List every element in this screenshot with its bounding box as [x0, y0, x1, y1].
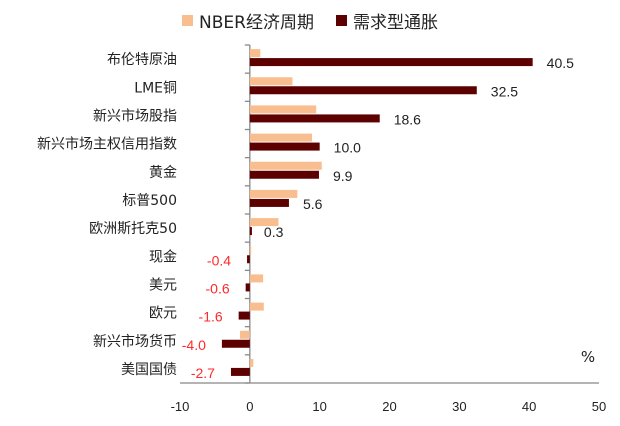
data-label: -2.7: [191, 365, 215, 381]
category-label: 新兴市场货币: [93, 333, 177, 350]
bar-nber: [249, 161, 322, 170]
bar-nber: [249, 133, 312, 142]
x-tick-label: 10: [312, 399, 326, 414]
bar-inflation: [247, 255, 250, 264]
bar-nber: [249, 77, 293, 86]
data-label: 32.5: [491, 83, 518, 99]
bar-inflation: [249, 58, 533, 67]
bar-nber: [249, 49, 261, 58]
legend-swatch: [335, 15, 347, 26]
category-label: 黄金: [149, 164, 177, 181]
legend: NBER经济周期 需求型通胀: [0, 8, 620, 33]
data-label: -0.6: [206, 280, 230, 296]
data-label: 0.3: [264, 224, 284, 240]
data-label: 9.9: [333, 168, 353, 184]
bar-inflation: [249, 227, 252, 236]
bar-inflation: [221, 339, 250, 348]
bar-inflation: [249, 142, 320, 151]
data-label: -1.6: [199, 309, 223, 325]
data-label: 40.5: [547, 55, 574, 71]
legend-label: 需求型通胀: [352, 13, 438, 33]
bar-inflation: [249, 86, 477, 95]
x-axis-unit-label: %: [581, 348, 595, 366]
category-label: 标普500: [122, 193, 177, 209]
bar-inflation: [238, 311, 250, 320]
category-label: 欧洲斯托克50: [89, 221, 177, 237]
legend-label: NBER经济周期: [199, 13, 314, 33]
x-tick-label: 0: [246, 399, 253, 414]
bar-nber: [249, 218, 279, 227]
x-tick-label: -10: [171, 399, 190, 414]
category-label: 美国国债: [121, 362, 177, 378]
bar-nber: [249, 274, 264, 283]
category-label: 布伦特原油: [107, 52, 177, 68]
bar-inflation: [245, 283, 250, 292]
category-label: 现金: [149, 249, 177, 265]
x-tick-label: 50: [592, 399, 606, 414]
bar-inflation: [249, 198, 289, 207]
bar-inflation: [249, 114, 380, 123]
category-label: 新兴市场主权信用指数: [37, 136, 177, 153]
legend-swatch: [182, 15, 194, 26]
x-tick-label: 40: [522, 399, 536, 414]
x-tick-label: 20: [382, 399, 396, 414]
data-label: 10.0: [334, 140, 361, 156]
category-label: 新兴市场股指: [93, 107, 177, 124]
bar-nber: [249, 105, 317, 114]
data-label: 5.6: [303, 196, 323, 212]
bar-nber: [249, 302, 264, 311]
bar-nber: [249, 358, 254, 367]
data-label: 18.6: [394, 111, 421, 127]
legend-item-nber: NBER经济周期: [182, 8, 314, 33]
bar-inflation: [230, 367, 250, 376]
legend-item-inflation: 需求型通胀: [335, 8, 438, 33]
bar-nber: [249, 246, 252, 255]
category-label: LME铜: [134, 80, 177, 96]
bar-inflation: [249, 170, 319, 179]
category-label: 欧元: [149, 306, 177, 322]
bar-nber: [249, 189, 298, 198]
x-tick-label: 30: [452, 399, 466, 414]
data-label: -4.0: [182, 337, 206, 353]
category-label: 美元: [149, 277, 177, 293]
bar-nber: [240, 330, 250, 339]
data-label: -0.4: [207, 252, 231, 268]
